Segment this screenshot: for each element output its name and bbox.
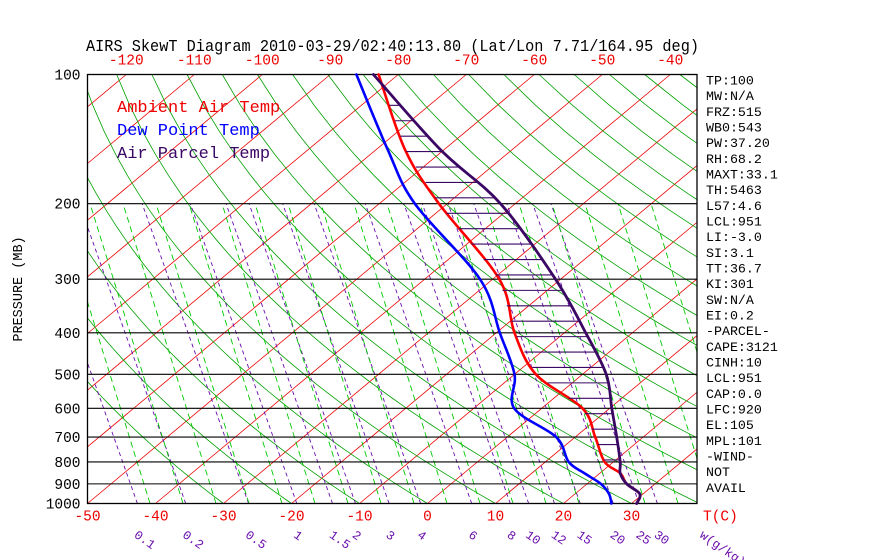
svg-text:T(C): T(C) (703, 510, 738, 526)
svg-text:SW:N/A: SW:N/A (706, 293, 754, 308)
svg-text:Ambient Air Temp: Ambient Air Temp (117, 99, 280, 118)
svg-text:100: 100 (54, 69, 80, 85)
svg-text:800: 800 (54, 456, 80, 472)
svg-text:TP:100: TP:100 (706, 74, 754, 89)
svg-text:MPL:101: MPL:101 (706, 434, 762, 449)
svg-text:600: 600 (54, 402, 80, 418)
svg-text:LCL:951: LCL:951 (706, 215, 762, 230)
svg-text:-120: -120 (109, 54, 144, 70)
svg-text:NOT: NOT (706, 465, 730, 480)
svg-text:MW:N/A: MW:N/A (706, 89, 754, 104)
svg-text:-40: -40 (142, 510, 168, 526)
svg-text:700: 700 (54, 431, 80, 447)
svg-text:LCL:951: LCL:951 (706, 371, 762, 386)
svg-text:30: 30 (623, 510, 640, 526)
svg-text:PW:37.20: PW:37.20 (706, 136, 770, 151)
svg-text:L57:4.6: L57:4.6 (706, 199, 762, 214)
svg-text:20: 20 (555, 510, 572, 526)
svg-text:-WIND-: -WIND- (706, 450, 754, 465)
svg-text:-90: -90 (317, 54, 343, 70)
svg-text:-110: -110 (177, 54, 212, 70)
svg-text:300: 300 (54, 273, 80, 289)
svg-text:EL:105: EL:105 (706, 418, 754, 433)
svg-text:EI:0.2: EI:0.2 (706, 309, 754, 324)
svg-text:PRESSURE (MB): PRESSURE (MB) (12, 236, 27, 341)
svg-text:CINH:10: CINH:10 (706, 356, 762, 371)
svg-text:-20: -20 (278, 510, 304, 526)
svg-text:-PARCEL-: -PARCEL- (706, 324, 770, 339)
svg-text:Air Parcel Temp: Air Parcel Temp (117, 145, 270, 164)
svg-text:TH:5463: TH:5463 (706, 183, 762, 198)
svg-text:KI:301: KI:301 (706, 277, 754, 292)
svg-text:WB0:543: WB0:543 (706, 121, 762, 136)
svg-text:-70: -70 (453, 54, 479, 70)
svg-text:Dew Point Temp: Dew Point Temp (117, 122, 260, 141)
svg-text:900: 900 (54, 478, 80, 494)
svg-text:1000: 1000 (46, 498, 81, 514)
svg-text:TT:36.7: TT:36.7 (706, 262, 762, 277)
svg-text:400: 400 (54, 327, 80, 343)
svg-text:500: 500 (54, 368, 80, 384)
svg-text:AVAIL: AVAIL (706, 481, 746, 496)
svg-text:-100: -100 (245, 54, 280, 70)
svg-text:0: 0 (423, 510, 432, 526)
svg-text:-10: -10 (346, 510, 372, 526)
svg-text:MAXT:33.1: MAXT:33.1 (706, 168, 778, 183)
svg-text:CAP:0.0: CAP:0.0 (706, 387, 762, 402)
svg-text:CAPE:3121: CAPE:3121 (706, 340, 778, 355)
svg-text:-50: -50 (589, 54, 615, 70)
svg-text:SI:3.1: SI:3.1 (706, 246, 754, 261)
svg-text:200: 200 (54, 198, 80, 214)
svg-text:LFC:920: LFC:920 (706, 403, 762, 418)
svg-text:-40: -40 (657, 54, 683, 70)
svg-text:-80: -80 (385, 54, 411, 70)
svg-text:FRZ:515: FRZ:515 (706, 105, 762, 120)
svg-text:-30: -30 (210, 510, 236, 526)
svg-text:LI:-3.0: LI:-3.0 (706, 230, 762, 245)
svg-text:10: 10 (487, 510, 504, 526)
svg-text:-60: -60 (521, 54, 547, 70)
svg-text:RH:68.2: RH:68.2 (706, 152, 762, 167)
